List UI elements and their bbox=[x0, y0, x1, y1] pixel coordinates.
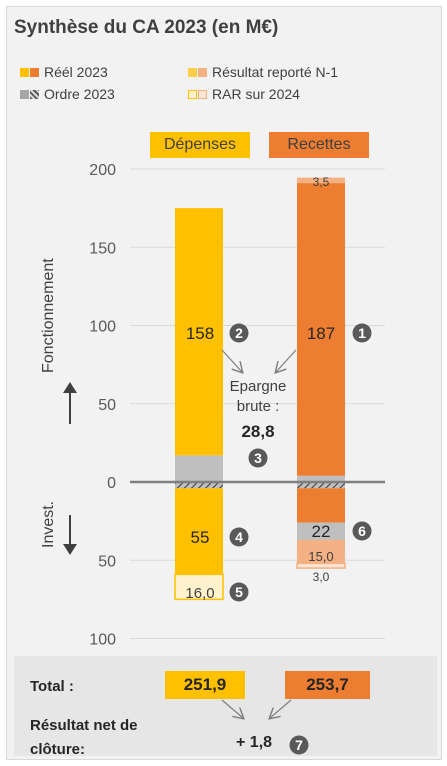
marker-7-number: 7 bbox=[295, 737, 303, 753]
tick-label: 100 bbox=[89, 632, 116, 649]
legend-reel-swatch bbox=[20, 67, 40, 77]
legend-ordre-swatch bbox=[20, 89, 40, 99]
marker-3-circle bbox=[248, 448, 268, 468]
total-arrow-right bbox=[270, 699, 292, 718]
bar-segment bbox=[297, 522, 345, 540]
data-label-rar-recettes: 3,0 bbox=[313, 570, 330, 584]
marker-6-circle bbox=[352, 521, 372, 541]
total-depenses: 251,9 bbox=[165, 671, 245, 699]
bar-segment bbox=[296, 562, 346, 569]
bar-segment bbox=[175, 455, 223, 482]
legend-rar-swatch bbox=[188, 89, 208, 99]
legend-ordre: Ordre 2023 bbox=[20, 86, 115, 102]
net-result-label: Résultat net de clôture: bbox=[30, 717, 138, 758]
bar-segment bbox=[174, 573, 224, 601]
data-label-resultat-reporte-invest: 15,0 bbox=[308, 549, 333, 564]
marker-1-number: 1 bbox=[358, 325, 366, 341]
total-arrow-left bbox=[221, 699, 243, 718]
legend-ordre-label: Ordre 2023 bbox=[44, 86, 115, 102]
arrow-down-head bbox=[63, 544, 77, 555]
tick-label: 150 bbox=[89, 240, 116, 257]
tick-label: 50 bbox=[98, 397, 116, 414]
legend-reel: Réél 2023 bbox=[20, 64, 108, 80]
bar-segment bbox=[297, 177, 345, 184]
epargne-value: 28,8 bbox=[241, 422, 274, 441]
marker-4-circle bbox=[229, 527, 249, 547]
bar-segment bbox=[297, 488, 345, 523]
bar-segment bbox=[175, 208, 223, 456]
total-label: Total : bbox=[30, 678, 74, 695]
data-label-rar-depenses: 16,0 bbox=[185, 585, 214, 602]
legend-rar: RAR sur 2024 bbox=[188, 86, 300, 102]
marker-2-circle bbox=[229, 323, 249, 343]
arrow-up-head bbox=[63, 382, 77, 393]
marker-4-number: 4 bbox=[235, 529, 243, 545]
depenses-header: Dépenses bbox=[150, 132, 250, 158]
tick-label: 0 bbox=[107, 475, 116, 492]
tick-label: 100 bbox=[89, 319, 116, 336]
bar-segment bbox=[297, 482, 345, 489]
data-label-recettes-investissement: 22 bbox=[312, 522, 331, 541]
epargne-arrow-left bbox=[221, 349, 242, 372]
legend-reel-label: Réél 2023 bbox=[44, 64, 108, 80]
legend-rar-label: RAR sur 2024 bbox=[212, 86, 300, 102]
legend-resultat-reporte-label: Résultat reporté N-1 bbox=[212, 64, 339, 80]
marker-3-number: 3 bbox=[254, 450, 262, 466]
marker-7-circle bbox=[289, 735, 309, 755]
bar-segment bbox=[297, 475, 345, 482]
bar-segment bbox=[175, 482, 223, 489]
epargne-line1: Epargne bbox=[230, 378, 287, 395]
bar-segment bbox=[175, 488, 223, 575]
net-result-value: + 1,8 bbox=[236, 734, 273, 751]
data-label-depenses-fonctionnement: 158 bbox=[186, 324, 214, 343]
bar-segment bbox=[297, 183, 345, 476]
bar-segment bbox=[297, 539, 345, 564]
chart-panel bbox=[6, 6, 442, 760]
marker-2-number: 2 bbox=[235, 325, 243, 341]
axis-label-fonctionnement: Fonctionnement bbox=[40, 258, 57, 373]
axis-label-investissement: Invest. bbox=[40, 501, 57, 548]
legend-resultat-reporte: Résultat reporté N-1 bbox=[188, 64, 338, 80]
marker-5-circle bbox=[229, 582, 249, 602]
epargne-line2: brute : bbox=[237, 398, 280, 415]
recettes-header: Recettes bbox=[269, 132, 369, 158]
marker-5-number: 5 bbox=[235, 584, 243, 600]
tick-label: 200 bbox=[89, 162, 116, 179]
data-label-depenses-investissement: 55 bbox=[191, 528, 210, 547]
tick-label: 50 bbox=[98, 553, 116, 570]
data-label-recettes-fonctionnement: 187 bbox=[307, 324, 335, 343]
marker-1-circle bbox=[352, 323, 372, 343]
legend-resultat-reporte-swatch bbox=[188, 67, 208, 77]
epargne-arrow-right bbox=[276, 349, 297, 372]
marker-6-number: 6 bbox=[358, 523, 366, 539]
chart-title: Synthèse du CA 2023 (en M€) bbox=[14, 17, 279, 38]
data-label-resultat-reporte: 3,5 bbox=[313, 175, 330, 189]
total-recettes: 253,7 bbox=[285, 671, 370, 699]
